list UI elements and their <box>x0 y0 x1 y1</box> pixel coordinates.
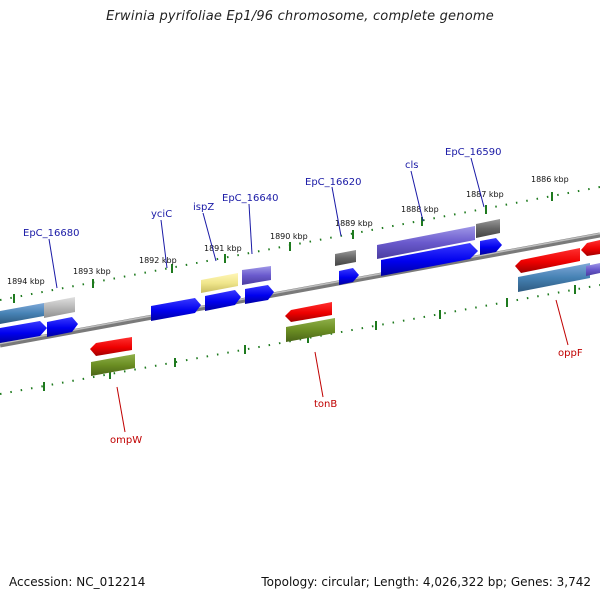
kbp-label-1892: 1892 kbp <box>139 256 177 265</box>
gene-forward-cls-purple <box>377 226 475 259</box>
reverse-leader-lines <box>116 299 569 433</box>
map-title: Erwinia pyrifoliae Ep1/96 chromosome, co… <box>106 9 494 24</box>
kbp-label-1889: 1889 kbp <box>335 219 373 228</box>
gene-label-epc16640: EpC_16640 <box>222 193 278 204</box>
gene-forward-left-steel <box>0 303 44 324</box>
gene-label-epc16620: EpC_16620 <box>305 177 361 188</box>
gene-reverse-oppf-steel <box>518 263 590 292</box>
kbp-label-1894: 1894 kbp <box>7 277 45 286</box>
gene-label-ispz: ispZ <box>193 202 214 213</box>
gene-forward-epc16590-blue <box>480 238 502 255</box>
genome-summary-text: Topology: circular; Length: 4,026,322 bp… <box>261 575 591 589</box>
gene-forward-ispz-blue <box>205 290 241 311</box>
kbp-label-1887: 1887 kbp <box>466 190 504 199</box>
gene-forward-epc16680-blue <box>47 317 78 337</box>
gene-reverse-right-red <box>581 240 600 256</box>
forward-tick-ruler <box>0 186 600 301</box>
reverse-tick-ruler <box>0 284 600 395</box>
chromosome-backbone-highlight <box>0 232 600 345</box>
gene-label-oppf: oppF <box>558 348 583 359</box>
gene-reverse-right-purple <box>586 263 600 276</box>
gene-label-ycic: yciC <box>151 209 172 220</box>
gene-forward-left-lightgrey <box>44 297 75 318</box>
gene-forward-epc16640-blue <box>245 285 274 304</box>
gene-forward-left-blue <box>0 321 47 343</box>
gene-label-epc16680: EpC_16680 <box>23 228 79 239</box>
gene-forward-epc16590-grey <box>476 219 500 238</box>
kbp-label-1893: 1893 kbp <box>73 267 111 276</box>
gene-forward-epc16620-blue <box>339 268 359 285</box>
gene-reverse-ompw-red <box>90 337 132 356</box>
reverse-major-ticks <box>43 285 576 391</box>
gene-forward-ycic <box>151 298 201 321</box>
gene-forward-ispz-khaki <box>201 273 238 293</box>
gene-reverse-tonb-red <box>285 302 332 322</box>
gene-label-cls: cls <box>405 160 419 171</box>
forward-leader-lines <box>48 157 485 289</box>
gene-forward-epc16640-purple <box>242 266 271 285</box>
gene-reverse-ompw-olive <box>91 354 135 376</box>
kbp-label-1886: 1886 kbp <box>531 175 569 184</box>
gene-reverse-tonb-olive <box>286 318 335 342</box>
kbp-label-1891: 1891 kbp <box>204 244 242 253</box>
chromosome-backbone <box>0 232 600 348</box>
gene-forward-epc16620-grey <box>335 250 356 266</box>
gene-label-epc16590: EpC_16590 <box>445 147 501 158</box>
gene-reverse-oppf-red <box>515 248 580 273</box>
gene-forward-cls-blue <box>381 243 478 276</box>
gene-label-tonb: tonB <box>314 399 337 410</box>
gene-label-ompw: ompW <box>110 435 142 446</box>
accession-text: Accession: NC_012214 <box>9 575 146 589</box>
kbp-label-1890: 1890 kbp <box>270 232 308 241</box>
